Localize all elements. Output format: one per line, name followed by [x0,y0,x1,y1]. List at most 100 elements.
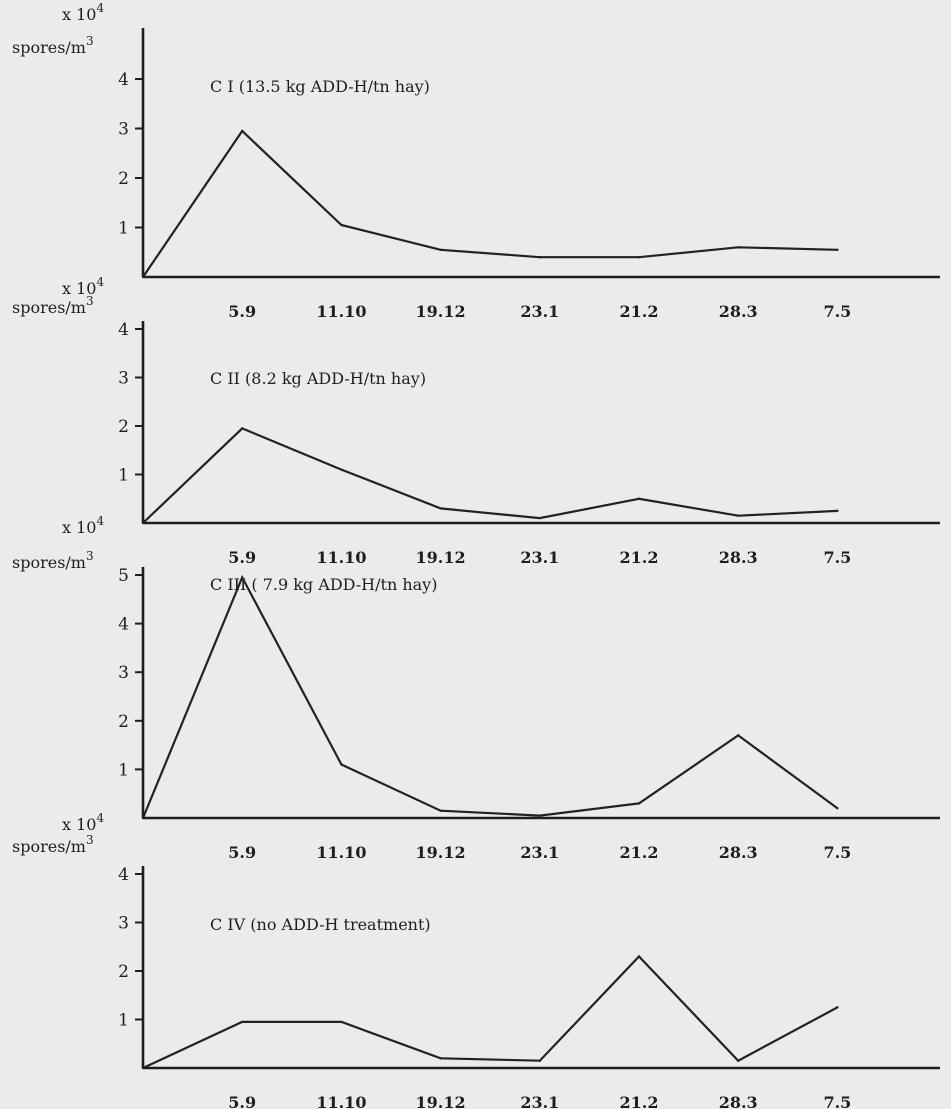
x-tick-label: 7.5 [823,843,851,862]
unit-multiplier-exponent: 4 [96,1,104,15]
unit-label-base: spores/m [12,553,86,572]
data-point [737,514,740,517]
x-tick-label: 5.9 [228,1093,256,1109]
y-tick-label: 3 [118,120,129,140]
unit-multiplier-base: x 10 [62,5,96,24]
x-tick-label: 19.12 [416,843,466,862]
x-tick-label: 21.2 [620,1093,659,1109]
x-tick-label: 23.1 [520,1093,559,1109]
data-point [241,427,244,430]
unit-multiplier-label: x 104 [62,1,104,24]
x-tick-label: 23.1 [520,843,559,862]
unit-multiplier-exponent: 4 [96,275,104,289]
unit-label: spores/m3 [12,549,94,572]
data-point [141,275,145,279]
y-tick-label: 4 [118,615,129,635]
data-point [637,802,641,805]
panel-title: C III ( 7.9 kg ADD-H/tn hay) [210,575,437,594]
data-point [538,1059,541,1062]
y-tick-label: 1 [118,760,129,780]
y-tick-label: 4 [118,70,129,90]
x-tick-label: 7.5 [823,548,851,567]
data-point [538,256,541,259]
data-point [340,223,343,227]
data-point [141,1066,145,1070]
series-line [142,427,838,524]
x-tick-label: 7.5 [823,1093,851,1109]
unit-label: spores/m3 [12,294,94,317]
y-tick-label: 3 [118,663,129,683]
unit-multiplier-base: x 10 [62,518,96,537]
data-point [340,1020,343,1024]
x-tick-label: 11.10 [316,1093,366,1109]
x-tick-label: 5.9 [228,548,256,567]
x-tick-label: 28.3 [719,548,758,567]
y-tick-label: 2 [118,169,129,189]
y-tick-label: 1 [118,466,129,486]
y-tick-label: 2 [118,962,129,982]
data-point [836,1006,839,1009]
data-point [538,516,541,520]
panel-title: C IV (no ADD-H treatment) [210,915,431,934]
series-line [141,574,839,819]
y-tick-label: 3 [118,369,129,389]
unit-multiplier-label: x 104 [62,514,104,537]
data-point [439,809,442,812]
x-tick-label: 11.10 [316,302,366,321]
x-tick-label: 23.1 [520,302,559,321]
unit-multiplier-base: x 10 [62,815,96,834]
x-tick-label: 19.12 [416,1093,466,1109]
data-point [737,1059,740,1062]
unit-label-base: spores/m [12,837,86,856]
x-tick-label: 5.9 [228,843,256,862]
unit-label-exponent: 3 [86,294,94,308]
x-tick-label: 19.12 [416,548,466,567]
x-tick-label: 11.10 [316,843,366,862]
data-point [836,807,839,810]
x-tick-label: 21.2 [620,548,659,567]
unit-label-base: spores/m [12,38,86,57]
x-tick-label: 19.12 [416,302,466,321]
y-tick-label: 2 [118,712,129,732]
data-point [538,814,541,817]
unit-label-base: spores/m [12,298,86,317]
data-point [637,256,641,259]
x-tick-label: 28.3 [719,302,758,321]
data-point [340,763,343,766]
data-point [737,246,740,249]
unit-multiplier-label: x 104 [62,275,104,298]
y-tick-label: 2 [118,417,129,437]
x-tick-label: 21.2 [620,302,659,321]
y-tick-label: 1 [118,219,129,239]
unit-multiplier-base: x 10 [62,279,96,298]
data-point [340,468,343,471]
x-tick-label: 5.9 [228,302,256,321]
y-tick-label: 1 [118,1011,129,1031]
series-line [142,129,838,278]
data-point [241,1020,244,1024]
x-tick-label: 28.3 [719,1093,758,1109]
data-point [439,507,442,510]
unit-multiplier-label: x 104 [62,811,104,834]
data-point [141,816,145,820]
data-point [836,248,839,251]
data-point [141,521,145,525]
data-point [241,129,244,133]
x-tick-label: 28.3 [719,843,758,862]
data-point [737,734,740,737]
data-point [836,509,839,513]
x-tick-label: 7.5 [823,302,851,321]
x-tick-label: 21.2 [620,843,659,862]
y-tick-label: 4 [118,865,129,885]
series-line [142,954,838,1069]
panel-title: C I (13.5 kg ADD-H/tn hay) [210,77,430,96]
data-point [637,497,641,500]
data-point [439,1057,442,1060]
panel-title: C II (8.2 kg ADD-H/tn hay) [210,369,426,388]
data-point [439,248,442,251]
y-tick-label: 4 [118,320,129,340]
unit-label: spores/m3 [12,34,94,57]
unit-label-exponent: 3 [86,833,94,847]
unit-label: spores/m3 [12,833,94,856]
